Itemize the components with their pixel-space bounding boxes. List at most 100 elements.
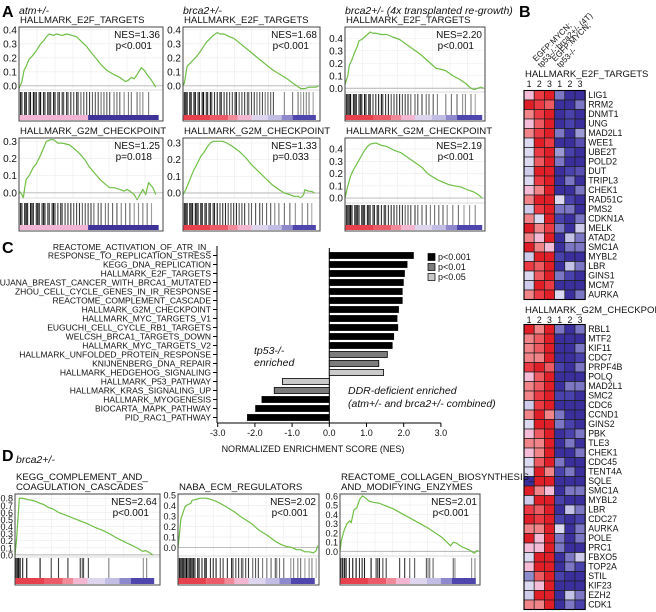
heatmap-cell — [523, 242, 535, 253]
heatmap-cell — [533, 137, 545, 148]
x-tick-label: 3.0 — [435, 428, 448, 438]
replicate-label: 1 — [557, 315, 562, 325]
heatmap-cell — [523, 204, 535, 215]
ranked-list-colorbar-segment — [440, 578, 452, 584]
gene-label: POLD2 — [588, 156, 617, 166]
heatmap-cell — [544, 561, 555, 572]
nes-bar — [282, 378, 330, 385]
heatmap-title: HALLMARK_G2M_CHECKPOINT — [525, 305, 656, 316]
category-label: HALLMARK_E2F_TARGETS — [101, 269, 212, 279]
y-tick-label: 0.6 — [0, 508, 13, 518]
heatmap-cell — [544, 261, 555, 272]
y-tick-label: 0.2 — [0, 536, 13, 546]
nes-value: NES=2.19 — [436, 141, 482, 152]
category-label: PUJANA_BREAST_CANCER_WITH_BRCA1_MUTATED — [0, 278, 211, 288]
plot-title: HALLMARK_E2F_TARGETS — [346, 15, 471, 26]
heatmap-cell — [533, 390, 545, 401]
category-label: PID_RAC1_PATHWAY — [125, 413, 211, 423]
ranked-list-colorbar-segment — [183, 225, 211, 230]
heatmap-cell — [544, 552, 555, 563]
heatmap-cell — [544, 457, 555, 468]
heatmap-cell — [554, 428, 566, 439]
heatmap-cell — [574, 476, 586, 487]
heatmap-cell — [554, 204, 566, 215]
heatmap-cell — [574, 599, 586, 610]
heatmap-cell — [533, 352, 545, 363]
heatmap-cell — [574, 362, 586, 373]
ranked-list-colorbar-segment — [386, 578, 396, 584]
heatmap-cell — [554, 251, 566, 262]
heatmap-cell — [544, 599, 555, 610]
y-tick-label: 0.4 — [325, 510, 338, 520]
heatmap-cell — [564, 438, 576, 449]
plot-title: AND_MODIFYING_ENZYMES — [341, 482, 473, 493]
gene-label: CDC27 — [588, 514, 617, 524]
heatmap-cell — [544, 204, 555, 215]
replicate-label: 2 — [567, 315, 572, 325]
heatmap-cell — [544, 99, 555, 110]
category-label: WELCSH_BRCA1_TARGETS_DOWN — [66, 332, 211, 342]
heatmap-cell — [533, 371, 545, 382]
heatmap-cell — [533, 156, 545, 167]
ranked-list-colorbar-segment — [281, 225, 293, 230]
heatmap-cell — [574, 213, 586, 224]
heatmap-cell — [554, 561, 566, 572]
heatmap-cell — [523, 343, 535, 354]
heatmap-cell — [574, 561, 586, 572]
x-axis-title: NORMALIZED ENRICHMENT SCORE (NES) — [222, 444, 405, 454]
heatmap-cell — [564, 242, 576, 253]
replicate-label: 2 — [537, 79, 542, 89]
heatmap-cell — [554, 90, 566, 101]
heatmap-cell — [544, 232, 555, 243]
heatmap-cell — [574, 324, 586, 335]
y-tick-label: 0.2 — [329, 169, 343, 180]
ranked-list-colorbar-segment — [237, 225, 252, 230]
nes-bar — [255, 405, 330, 412]
heatmap-cell — [523, 599, 535, 610]
heatmap-cell — [544, 466, 555, 477]
heatmap-cell — [533, 466, 545, 477]
plot-frame — [344, 137, 486, 232]
heatmap-cell — [523, 333, 535, 344]
nes-bar — [328, 342, 393, 349]
plot-frame — [14, 493, 161, 586]
replicate-label: 3 — [547, 79, 552, 89]
nes-bar — [328, 369, 385, 376]
heatmap-cell — [523, 542, 535, 553]
nes-bar — [328, 252, 414, 259]
heatmap-cell — [544, 476, 555, 487]
enrichment-score-curve — [14, 497, 154, 556]
category-label: EUGUCHI_CELL_CYCLE_RB1_TARGETS — [47, 323, 211, 333]
gene-label: MAD2L1 — [588, 381, 622, 391]
heatmap-cell — [533, 523, 545, 534]
heatmap-cell — [564, 476, 576, 487]
heatmap-cell — [523, 156, 535, 167]
heatmap-cell — [564, 571, 576, 582]
nes-bar — [328, 315, 398, 322]
heatmap-cell — [554, 552, 566, 563]
heatmap-cell — [554, 409, 566, 420]
legend-label: p<0.05 — [438, 272, 466, 282]
p-value: p<0.001 — [433, 508, 470, 519]
heatmap-cell — [533, 251, 545, 262]
category-label: HALLMARK_P53_PATHWAY — [101, 377, 212, 387]
heatmap-cell — [554, 213, 566, 224]
gene-label: RBL1 — [588, 324, 610, 334]
heatmap-cell — [574, 118, 586, 129]
plot-title: HALLMARK_G2M_CHECKPOINT — [346, 126, 492, 137]
ranked-list-colorbar-segment — [391, 225, 401, 230]
p-value: p<0.001 — [113, 508, 150, 519]
plot-title: HALLMARK_E2F_TARGETS — [20, 15, 145, 26]
y-tick-label: 0.3 — [0, 529, 13, 539]
heatmap-cell — [533, 457, 545, 468]
heatmap-cell — [544, 447, 555, 458]
ranked-list-colorbar-segment — [62, 578, 73, 584]
heatmap-cell — [574, 447, 586, 458]
category-label: KNIJNENBERG_DNA_REPAIR — [92, 359, 211, 369]
gene-label: MAD2L1 — [588, 128, 622, 138]
group-label-brca2-transplanted: brca2+/- (4x transplanted re-growth) — [345, 5, 513, 17]
heatmap-cell — [544, 213, 555, 224]
heatmap-cell — [544, 580, 555, 591]
heatmap-cell — [544, 352, 555, 363]
